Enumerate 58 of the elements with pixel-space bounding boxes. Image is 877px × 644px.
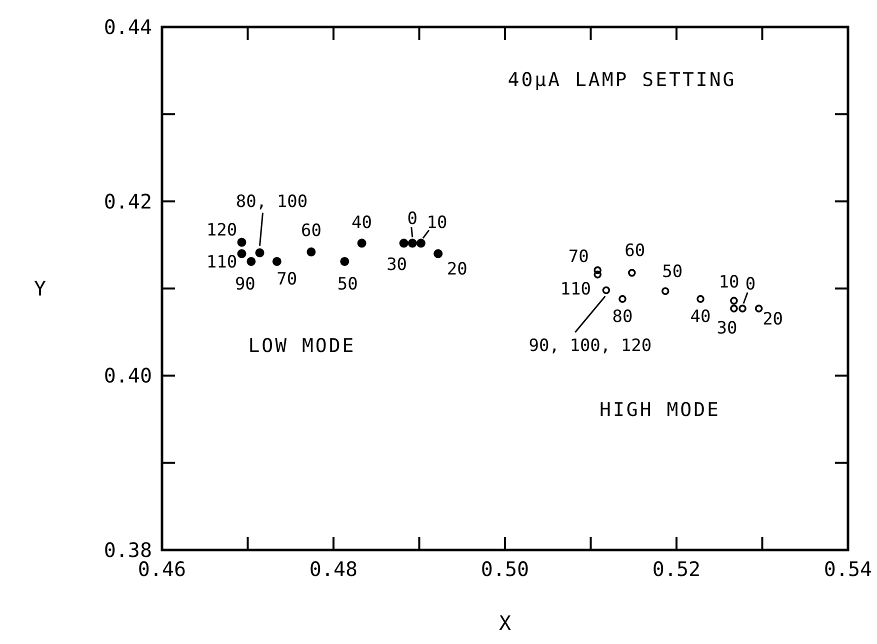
y-tick-label: 0.42 [104,189,152,214]
point [730,304,738,312]
annotation: 40 [690,306,711,327]
x-tick-label: 0.50 [480,557,530,581]
annotation: 30 [386,255,408,276]
annotation: 0 [745,274,756,295]
point [594,270,602,278]
y-tick-label: 0.44 [104,15,152,39]
annotation: 60 [300,220,322,241]
point [340,256,350,266]
point [416,238,426,248]
annotation: 110 [560,280,591,300]
annotation: 70 [276,269,298,290]
point [628,268,636,277]
point [408,238,417,248]
point [255,248,264,258]
point [434,249,443,258]
point [237,238,246,247]
point [730,296,738,305]
annotation: 50 [337,274,358,294]
annotation: 20 [762,310,784,330]
point [272,256,282,266]
annotation: 90, 100, 120 [528,336,652,356]
point [399,238,408,248]
point [357,238,366,248]
y-tick-label: 0.40 [104,364,152,388]
point [594,266,602,274]
annotation: 10 [718,272,740,293]
point [738,304,746,312]
point [602,286,610,294]
point [696,295,704,303]
annotation: 60 [624,240,646,261]
annotation: 30 [716,318,738,339]
annotation: 40 [352,213,372,234]
annotation: 70 [568,247,589,268]
point [661,287,670,296]
point [237,249,246,258]
x-tick-label: 0.54 [824,557,872,581]
annotation: 0 [407,209,418,230]
point [618,295,626,303]
point [246,256,256,266]
point [754,304,763,312]
text: 40μA LAMP SETTING [508,69,736,91]
x-tick-label: 0.48 [309,557,358,581]
annotation: 80, 100 [236,192,308,212]
x-axis-title: X [498,611,512,635]
annotation: 50 [662,262,683,282]
annotation: 120 [206,220,238,240]
annotation: 10 [426,213,448,234]
y-axis-title: Y [34,276,46,300]
annotation: HIGH MODE [600,399,720,421]
x-tick-label: 0.52 [652,557,701,581]
annotation: LOW MODE [248,335,356,357]
annotation: 80 [612,306,633,327]
annotation: 90 [234,274,256,294]
point [306,247,316,256]
annotation: 20 [446,260,468,280]
annotation: 110 [206,252,238,273]
